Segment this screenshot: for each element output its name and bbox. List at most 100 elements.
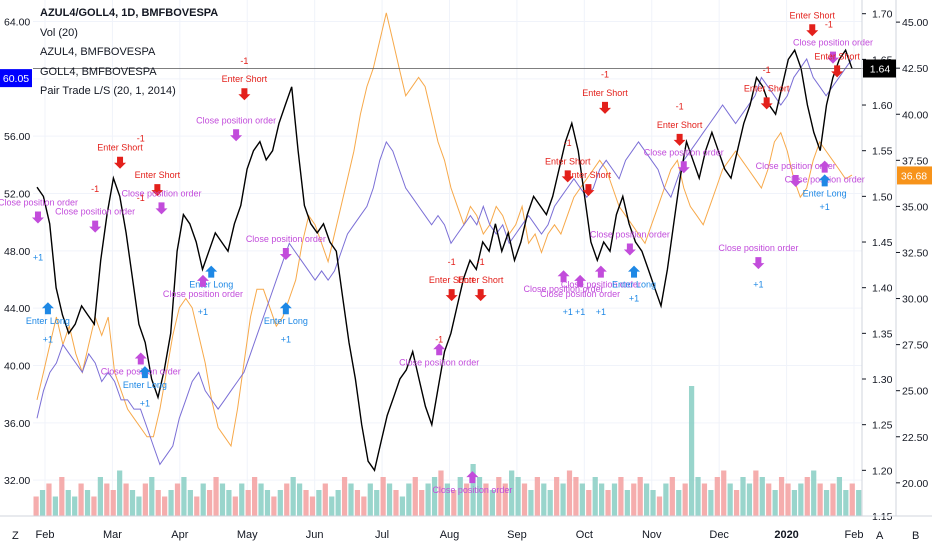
volume-bar — [856, 490, 862, 516]
volume-bar — [727, 483, 733, 516]
annotation-label: Close position order — [524, 284, 604, 294]
y-right-tick-label: 37.50 — [902, 155, 928, 167]
annotation-label: +1 — [563, 307, 573, 317]
volume-bar — [849, 483, 855, 516]
volume-bar — [52, 496, 59, 516]
annotation-label: Close position order — [432, 485, 512, 495]
arrow-up-icon — [196, 274, 209, 287]
volume-bar — [239, 483, 245, 516]
annotation-label: +1 — [198, 307, 208, 317]
annotation-label: Close position order — [246, 234, 326, 244]
legend-series-goll[interactable]: GOLL4, BMFBOVESPA — [40, 65, 157, 78]
annotation-label: +1 — [140, 398, 150, 408]
annotation-label: -1 — [477, 257, 485, 267]
annotation-label: Enter Short — [814, 51, 860, 61]
annotation-label: +1 — [753, 280, 763, 290]
annotation-label: Close position order — [793, 38, 873, 48]
volume-bar — [39, 490, 46, 516]
arrow-up-icon — [205, 265, 218, 278]
arrow-down-icon — [151, 184, 164, 197]
y-right-tick-label: 35.00 — [902, 201, 928, 213]
x-tick-label: Oct — [576, 529, 593, 541]
volume-bar — [104, 483, 110, 516]
volume-bar — [817, 483, 823, 516]
y-right-tick-label: 27.50 — [902, 340, 928, 352]
volume-bar — [714, 477, 720, 516]
volume-bar — [560, 483, 566, 516]
volume-bar — [226, 490, 232, 516]
b-button[interactable]: B — [912, 530, 920, 542]
arrow-down-icon — [155, 202, 168, 215]
volume-bar — [836, 477, 843, 516]
right-price-badge-label: 36.68 — [901, 170, 927, 182]
legend-title[interactable]: AZUL4/GOLL4, 1D, BMFBOVESPA — [40, 7, 219, 19]
volume-bar — [451, 490, 457, 516]
annotation-label: Enter Short — [135, 170, 181, 180]
auto-scale-button[interactable]: A — [876, 530, 884, 542]
arrow-down-icon — [230, 129, 243, 142]
annotation-label: -1 — [137, 134, 145, 144]
volume-bar — [380, 477, 386, 516]
arrow-down-icon — [623, 243, 636, 256]
volume-bar — [624, 490, 630, 516]
y-ratio-tick-label: 1.20 — [872, 465, 893, 477]
annotation-label: Close position order — [718, 243, 798, 253]
volume-bar — [566, 470, 573, 516]
volume-bar — [245, 490, 251, 516]
volume-bar — [573, 477, 579, 516]
legend-volume[interactable]: Vol (20) — [40, 26, 78, 39]
volume-bar — [431, 477, 438, 516]
volume-bar — [59, 477, 65, 516]
y-left-tick-label: 56.00 — [4, 131, 30, 143]
annotation-label: +1 — [33, 252, 43, 262]
volume-bar — [637, 477, 643, 516]
annotation-label: -1 — [137, 193, 145, 203]
annotation-label: Enter Long — [612, 280, 656, 290]
volume-bar — [804, 477, 810, 516]
volume-bar — [309, 496, 316, 516]
trade-annotations: Close position order +1 Enter Long +1 -1 Clos… — [0, 0, 873, 495]
volume-bar — [791, 490, 798, 516]
volume-bar — [110, 490, 116, 516]
volume-bar — [496, 477, 502, 516]
volume-bar — [219, 483, 226, 516]
legend-series-azul[interactable]: AZUL4, BMFBOVESPA — [40, 46, 156, 58]
arrow-down-icon — [582, 184, 595, 197]
volume-bar — [740, 477, 746, 516]
volume-bar — [470, 464, 476, 516]
volume-bar — [631, 483, 637, 516]
volume-bar — [592, 477, 598, 516]
volume-bar — [200, 483, 206, 516]
annotation-label: -1 — [435, 334, 443, 344]
volume-bar — [303, 490, 309, 516]
arrow-down-icon — [673, 133, 686, 146]
volume-bar — [78, 483, 84, 516]
annotation-label: +1 — [575, 307, 585, 317]
annotation-label: Close position order — [540, 289, 620, 299]
volume-bar — [483, 483, 489, 516]
y-left-tick-label: 32.00 — [4, 475, 30, 487]
legend-strategy[interactable]: Pair Trade L/S (20, 1, 2014) — [40, 85, 176, 97]
x-tick-label: Dec — [709, 529, 729, 541]
series-lines — [33, 12, 896, 472]
arrow-down-icon — [89, 220, 102, 233]
annotation-label: Enter Long — [803, 188, 847, 198]
annotation-label: -1 — [601, 70, 609, 80]
y-ratio-tick-label: 1.35 — [872, 328, 893, 340]
zoom-button[interactable]: Z — [12, 530, 19, 542]
volume-bar — [586, 490, 592, 516]
y-ratio-tick-label: 1.15 — [872, 511, 893, 523]
annotation-label: Enter Short — [545, 156, 591, 166]
arrow-down-icon — [826, 51, 839, 64]
volume-bar — [753, 470, 759, 516]
volume-bar — [579, 483, 585, 516]
x-tick-label: Nov — [642, 529, 662, 541]
annotation-label: Close position order — [163, 289, 243, 299]
annotation-label: Enter Long — [26, 316, 70, 326]
volume-bar — [688, 386, 695, 516]
volume-bar — [335, 490, 341, 516]
volume-bar — [232, 496, 238, 516]
x-tick-label: Jul — [375, 529, 389, 541]
